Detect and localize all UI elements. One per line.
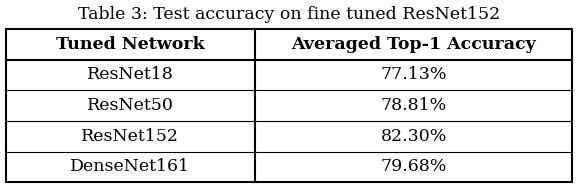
Text: Table 3: Test accuracy on fine tuned ResNet152: Table 3: Test accuracy on fine tuned Res… [78,6,500,23]
Text: 78.81%: 78.81% [380,97,447,114]
Text: 79.68%: 79.68% [380,158,447,175]
Text: ResNet152: ResNet152 [81,128,179,145]
Text: Tuned Network: Tuned Network [56,36,205,53]
Text: DenseNet161: DenseNet161 [71,158,190,175]
Text: Averaged Top-1 Accuracy: Averaged Top-1 Accuracy [291,36,536,53]
Text: ResNet50: ResNet50 [87,97,174,114]
Text: 77.13%: 77.13% [380,66,447,83]
Text: ResNet18: ResNet18 [87,66,174,83]
Text: 82.30%: 82.30% [380,128,447,145]
